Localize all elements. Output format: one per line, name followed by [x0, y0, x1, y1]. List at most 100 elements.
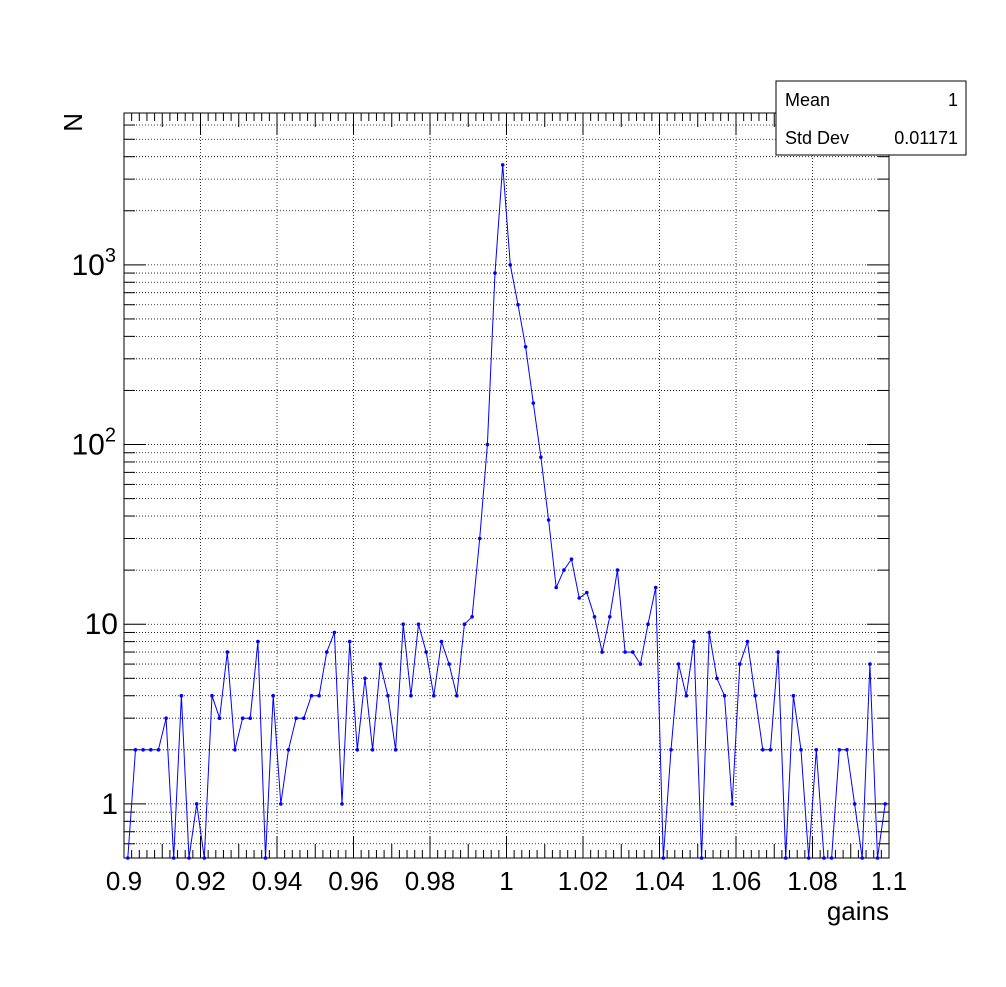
- x-axis-label: gains: [827, 896, 889, 926]
- data-point: [271, 693, 276, 698]
- data-point: [577, 596, 581, 600]
- data-point: [860, 856, 864, 860]
- data-point: [806, 856, 811, 860]
- data-point: [432, 693, 436, 698]
- data-point: [585, 590, 589, 595]
- data-point: [332, 630, 337, 635]
- data-point: [822, 856, 826, 860]
- data-point: [546, 518, 551, 522]
- stats-mean-value: 1: [948, 90, 958, 110]
- data-point: [500, 163, 505, 167]
- data-point: [286, 748, 291, 752]
- data-point: [156, 748, 161, 752]
- data-point: [149, 748, 153, 752]
- data-point: [554, 585, 558, 590]
- data-point: [477, 536, 482, 541]
- data-point: [401, 622, 406, 626]
- data-point: [738, 662, 742, 666]
- data-point: [378, 662, 383, 666]
- data-point: [707, 630, 711, 635]
- x-tick-label: 1.06: [711, 866, 762, 896]
- x-tick-label: 0.9: [106, 866, 142, 896]
- y-tick-label: 102: [72, 425, 117, 462]
- data-point: [699, 856, 704, 860]
- data-point: [814, 748, 819, 752]
- data-point: [569, 557, 574, 561]
- data-point: [783, 856, 788, 860]
- data-point: [302, 716, 306, 720]
- data-point: [133, 748, 138, 752]
- data-point: [179, 693, 184, 698]
- data-point: [761, 748, 765, 752]
- x-tick-label: 1.02: [558, 866, 609, 896]
- data-point: [363, 676, 367, 681]
- data-point: [791, 693, 796, 698]
- data-point: [263, 856, 268, 860]
- x-tick-label: 0.92: [175, 866, 226, 896]
- data-point: [776, 650, 780, 654]
- y-tick-label: 1: [101, 788, 118, 821]
- y-tick-label: 10: [85, 608, 118, 641]
- data-point: [692, 639, 696, 644]
- data-point: [646, 622, 650, 626]
- x-tick-label: 1: [499, 866, 513, 896]
- data-point: [309, 693, 314, 698]
- data-point: [562, 568, 566, 572]
- data-point: [164, 716, 168, 720]
- data-point: [730, 802, 734, 806]
- data-point: [447, 662, 451, 666]
- data-point: [745, 639, 750, 644]
- data-point: [171, 856, 176, 860]
- data-point: [493, 271, 497, 275]
- data-point: [324, 650, 329, 654]
- data-point: [340, 802, 344, 806]
- x-tick-label: 1.1: [871, 866, 907, 896]
- data-point: [317, 693, 321, 698]
- data-point: [868, 662, 872, 666]
- x-tick-label: 1.04: [634, 866, 685, 896]
- data-point: [875, 856, 880, 860]
- data-point: [194, 802, 199, 806]
- data-point: [676, 662, 681, 666]
- data-point: [210, 693, 214, 698]
- data-point: [722, 693, 727, 698]
- data-point: [684, 693, 689, 698]
- data-point: [638, 662, 643, 666]
- stats-std-label: Std Dev: [785, 128, 849, 148]
- data-point: [416, 622, 421, 626]
- series-line: [127, 164, 886, 859]
- data-point: [355, 748, 360, 752]
- data-point: [187, 856, 191, 860]
- data-point: [294, 716, 298, 720]
- data-point: [233, 748, 237, 752]
- stats-box: Mean 1 Std Dev 0.01171: [775, 80, 967, 156]
- data-point: [202, 856, 207, 860]
- x-tick-label: 0.98: [405, 866, 456, 896]
- data-point: [753, 693, 757, 698]
- data-point: [630, 650, 635, 654]
- data-point: [409, 693, 413, 698]
- data-point: [623, 650, 627, 654]
- data-point: [462, 622, 467, 626]
- data-point: [600, 650, 604, 654]
- data-point: [883, 802, 887, 806]
- data-point: [256, 639, 260, 644]
- data-point: [141, 748, 145, 752]
- y-axis-label: N: [58, 113, 88, 132]
- data-points-layer: [126, 163, 887, 860]
- data-point: [225, 650, 230, 654]
- data-point: [455, 693, 459, 698]
- data-point: [370, 748, 375, 752]
- data-point: [669, 748, 673, 752]
- data-point: [539, 455, 543, 460]
- data-point: [240, 716, 245, 720]
- data-point: [523, 345, 528, 349]
- data-point: [661, 856, 666, 860]
- y-tick-label: 103: [72, 245, 117, 282]
- data-point: [531, 401, 536, 405]
- data-point: [845, 748, 849, 752]
- data-point: [386, 693, 390, 698]
- data-point: [516, 302, 520, 307]
